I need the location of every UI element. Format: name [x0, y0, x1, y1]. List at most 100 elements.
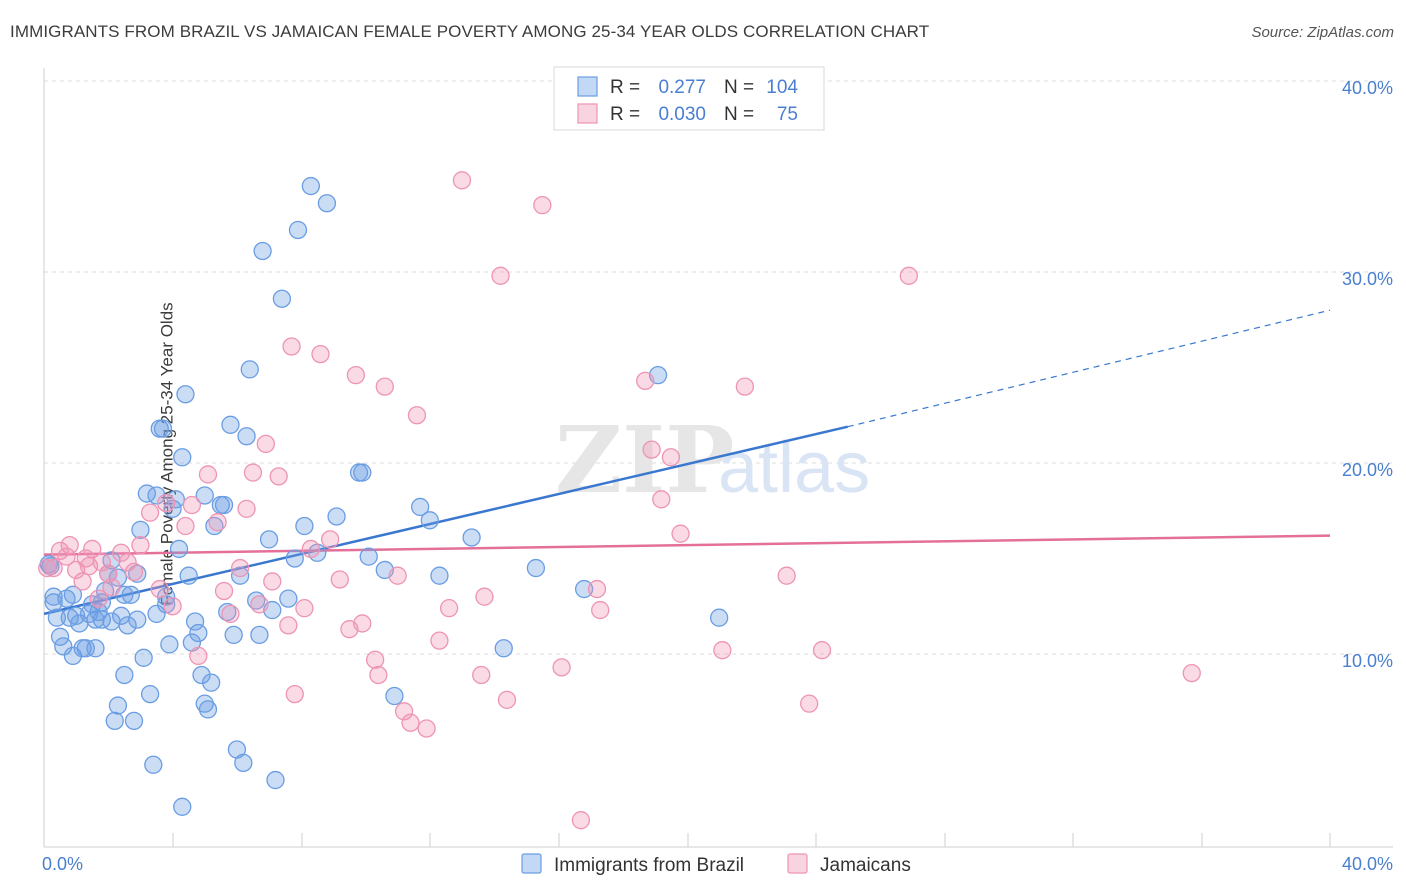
point-0-64 — [218, 602, 237, 622]
point-0-96 — [494, 639, 513, 658]
point-0-50 — [173, 797, 192, 816]
point-1-48 — [369, 665, 388, 685]
point-1-45 — [346, 365, 366, 385]
y-tick-label-30: 30.0% — [1342, 269, 1393, 289]
series-1 — [38, 171, 1201, 830]
point-0-5 — [54, 637, 73, 656]
point-1-9 — [83, 539, 102, 559]
point-1-24 — [189, 646, 208, 666]
point-1-46 — [353, 614, 372, 633]
trend-lines — [43, 309, 1331, 616]
point-0-77 — [266, 770, 285, 790]
trend-line-brazil — [43, 425, 849, 616]
point-1-31 — [243, 463, 263, 482]
point-0-68 — [230, 566, 250, 585]
point-0-63 — [214, 495, 234, 515]
point-0-57 — [195, 694, 214, 713]
point-0-71 — [240, 360, 259, 379]
point-1-10 — [89, 589, 108, 608]
point-0-58 — [195, 486, 214, 505]
point-1-71 — [671, 524, 690, 543]
point-0-91 — [385, 686, 404, 706]
point-1-74 — [777, 566, 796, 585]
point-1-28 — [221, 604, 240, 624]
point-0-39 — [147, 486, 166, 505]
point-1-40 — [301, 539, 320, 559]
legend-swatch-1 — [577, 103, 598, 124]
point-1-16 — [124, 562, 144, 582]
source-credit: Source: ZipAtlas.com — [1251, 24, 1394, 41]
legend-swatch-0 — [577, 76, 598, 97]
point-1-72 — [713, 641, 732, 660]
point-0-80 — [285, 549, 304, 568]
point-0-42 — [153, 419, 173, 438]
point-0-51 — [176, 385, 195, 404]
point-1-64 — [571, 811, 591, 830]
point-0-45 — [160, 635, 179, 654]
point-0-98 — [574, 579, 594, 599]
point-0-94 — [430, 566, 449, 585]
point-1-57 — [452, 171, 472, 190]
point-1-13 — [102, 578, 121, 597]
point-0-73 — [250, 625, 269, 645]
point-1-6 — [73, 572, 92, 591]
point-1-68 — [642, 440, 661, 459]
point-1-42 — [320, 530, 340, 549]
point-0-37 — [140, 684, 160, 704]
point-1-15 — [118, 553, 137, 572]
point-0-56 — [192, 665, 211, 685]
point-1-26 — [208, 513, 227, 532]
point-0-93 — [420, 511, 439, 530]
point-1-20 — [157, 493, 176, 513]
point-1-39 — [295, 599, 314, 618]
point-0-52 — [179, 566, 198, 585]
point-0-74 — [253, 241, 272, 261]
point-0-59 — [198, 700, 218, 719]
point-0-35 — [134, 648, 153, 667]
point-1-22 — [176, 516, 195, 536]
point-1-0 — [38, 558, 57, 578]
point-1-53 — [407, 406, 427, 425]
point-1-23 — [182, 495, 202, 515]
y-tick-label-40: 40.0% — [1342, 78, 1393, 98]
point-0-3 — [47, 608, 67, 627]
series-legend-label-1: Jamaicans — [820, 855, 911, 876]
point-1-73 — [735, 377, 755, 396]
point-1-43 — [330, 570, 349, 589]
point-1-14 — [112, 543, 131, 562]
point-0-54 — [185, 612, 205, 631]
point-0-49 — [173, 448, 192, 467]
point-1-67 — [636, 371, 655, 391]
point-1-70 — [661, 448, 681, 467]
point-0-23 — [105, 711, 124, 730]
point-0-12 — [76, 639, 95, 658]
legend-n-label-1: N = — [724, 104, 754, 125]
series-legend: Immigrants from Brazil Jamaicans — [521, 853, 911, 876]
chart-title: IMMIGRANTS FROM BRAZIL VS JAMAICAN FEMAL… — [10, 22, 930, 41]
x-tick-label-min: 0.0% — [42, 854, 83, 874]
point-0-100 — [710, 608, 729, 627]
point-1-58 — [472, 665, 491, 685]
point-0-88 — [353, 463, 372, 482]
point-1-55 — [430, 631, 449, 650]
legend-box: R = 0.277 N = 104 R = 0.030 N = 75 — [553, 66, 825, 131]
point-1-66 — [591, 600, 610, 620]
point-0-34 — [131, 520, 150, 539]
point-1-52 — [401, 713, 420, 732]
y-tick-label-20: 20.0% — [1342, 460, 1393, 480]
y-tick-label-10: 10.0% — [1342, 651, 1393, 671]
point-1-35 — [269, 467, 288, 486]
point-0-78 — [272, 289, 292, 308]
point-0-25 — [108, 696, 128, 715]
point-1-62 — [533, 195, 552, 215]
legend-frame — [553, 66, 825, 131]
axes — [43, 68, 1393, 848]
point-1-4 — [60, 535, 79, 555]
point-0-29 — [118, 616, 137, 635]
point-0-4 — [50, 627, 70, 646]
point-1-51 — [394, 702, 414, 721]
legend-r-value-1: 0.030 — [658, 104, 706, 125]
point-1-33 — [256, 434, 275, 454]
point-0-79 — [279, 589, 298, 608]
